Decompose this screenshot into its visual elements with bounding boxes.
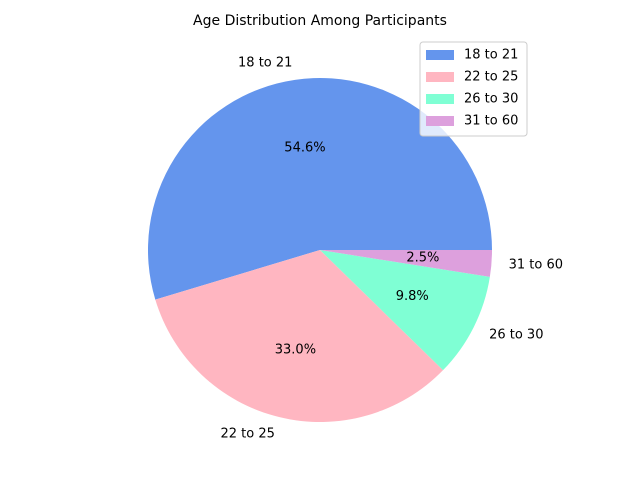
slice-percent-label: 2.5% — [406, 251, 439, 266]
slice-label: 26 to 30 — [489, 327, 543, 342]
pie-slice-18-to-21 — [148, 77, 493, 300]
slice-percent-label: 9.8% — [396, 289, 429, 304]
legend-label: 26 to 30 — [464, 92, 518, 107]
pie-slice-22-to-25 — [155, 250, 444, 422]
slice-label: 31 to 60 — [509, 257, 563, 272]
legend-frame — [419, 41, 528, 137]
legend-swatch — [426, 50, 454, 60]
chart-title: Age Distribution Among Participants — [193, 13, 447, 29]
slice-label: 22 to 25 — [221, 426, 275, 441]
legend-swatch — [426, 94, 454, 104]
pie-slice-26-to-30 — [320, 250, 490, 371]
legend-label: 18 to 21 — [464, 48, 518, 63]
legend: 18 to 21 22 to 25 26 to 30 31 to 60 — [419, 41, 528, 137]
slice-labels: 18 to 21 54.6% 22 to 25 33.0% 26 to 30 9.8% 31… — [221, 55, 564, 441]
slice-label: 18 to 21 — [238, 55, 292, 70]
legend-swatch — [426, 116, 454, 126]
legend-swatch — [426, 72, 454, 82]
slice-percent-label: 33.0% — [275, 343, 316, 358]
slice-percent-label: 54.6% — [284, 140, 325, 155]
legend-label: 31 to 60 — [464, 114, 518, 129]
pie-slices — [148, 77, 493, 422]
legend-label: 22 to 25 — [464, 70, 518, 85]
pie-slice-31-to-60 — [320, 250, 492, 277]
